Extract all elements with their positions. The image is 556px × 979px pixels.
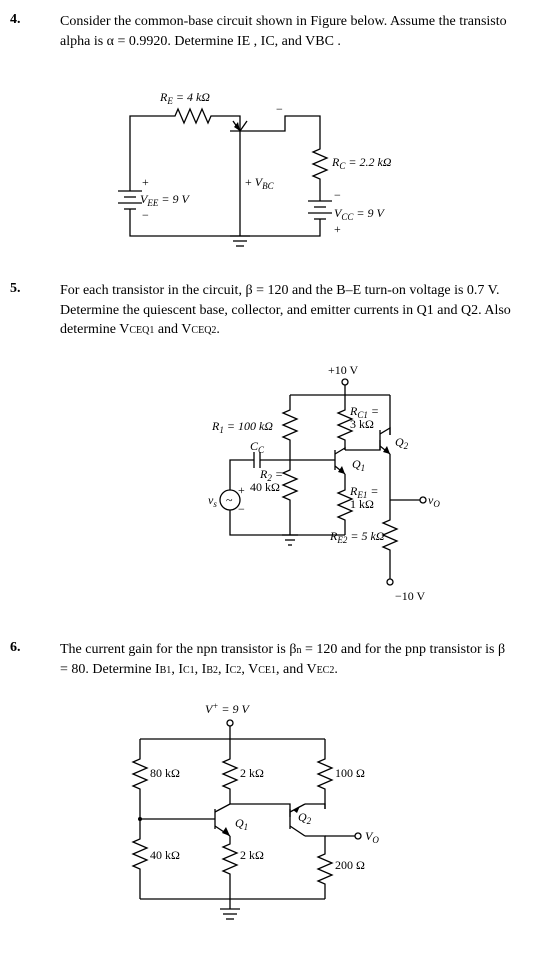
svg-text:R1 = 100 kΩ: R1 = 100 kΩ (211, 419, 273, 435)
svg-text:40 kΩ: 40 kΩ (150, 848, 180, 862)
svg-text:VCC = 9 V: VCC = 9 V (334, 206, 385, 222)
problem-6: 6. The current gain for the npn transist… (10, 640, 546, 679)
svg-text:40 kΩ: 40 kΩ (250, 480, 280, 494)
problem-text: For each transistor in the circuit, β = … (60, 281, 546, 340)
figure-6: V+ = 9 V 80 kΩ 2 kΩ 100 Ω Q1 Q2 VO (90, 699, 546, 929)
text-line: determine VCEQ1 and VCEQ2. (60, 322, 220, 337)
svg-text:~: ~ (226, 493, 233, 507)
svg-text:Q1: Q1 (352, 457, 365, 473)
svg-text:Q1: Q1 (235, 816, 248, 832)
problem-number: 6. (10, 640, 60, 679)
svg-text:1 kΩ: 1 kΩ (350, 497, 374, 511)
problem-text: Consider the common-base circuit shown i… (60, 12, 546, 51)
svg-text:vs: vs (208, 493, 217, 509)
figure-5: +10 V R1 = 100 kΩ RC1 = 3 kΩ Q1 Q2 RE1 =… (90, 360, 546, 620)
svg-text:RE2 = 5 kΩ: RE2 = 5 kΩ (329, 529, 385, 545)
svg-text:Q2: Q2 (298, 810, 312, 826)
svg-text:200 Ω: 200 Ω (335, 858, 365, 872)
svg-text:3 kΩ: 3 kΩ (350, 417, 374, 431)
text-line: The current gain for the npn transistor … (60, 642, 505, 657)
problem-number: 4. (10, 12, 60, 51)
svg-text:CC: CC (250, 439, 265, 455)
svg-text:Q2: Q2 (395, 435, 409, 451)
svg-text:vO: vO (428, 493, 440, 509)
text-line: Determine the quiescent base, collector,… (60, 303, 511, 318)
svg-text:−10 V: −10 V (395, 589, 426, 603)
svg-text:V+ = 9 V: V+ = 9 V (205, 701, 251, 716)
svg-text:+: + (334, 222, 341, 236)
svg-text:−: − (276, 102, 283, 116)
svg-text:2 kΩ: 2 kΩ (240, 848, 264, 862)
svg-text:2 kΩ: 2 kΩ (240, 766, 264, 780)
text-line: Consider the common-base circuit shown i… (60, 14, 507, 29)
svg-text:RC = 2.2 kΩ: RC = 2.2 kΩ (331, 155, 392, 171)
text-line: For each transistor in the circuit, β = … (60, 283, 499, 298)
svg-text:+: + (142, 175, 149, 189)
svg-text:VEE = 9 V: VEE = 9 V (140, 192, 190, 208)
svg-text:−: − (142, 208, 149, 222)
svg-text:100 Ω: 100 Ω (335, 766, 365, 780)
problem-number: 5. (10, 281, 60, 340)
text-line: = 80. Determine IB1, IC1, IB2, IC2, VCE1… (60, 662, 338, 677)
svg-text:−: − (238, 502, 245, 516)
svg-text:−: − (334, 188, 341, 202)
svg-text:VO: VO (365, 829, 379, 845)
text-line: alpha is α = 0.9920. Determine IE , IC, … (60, 34, 341, 49)
svg-text:80 kΩ: 80 kΩ (150, 766, 180, 780)
svg-text:+ VBC: + VBC (245, 175, 275, 191)
problem-4: 4. Consider the common-base circuit show… (10, 12, 546, 51)
problem-text: The current gain for the npn transistor … (60, 640, 546, 679)
svg-text:+10 V: +10 V (328, 363, 359, 377)
problem-5: 5. For each transistor in the circuit, β… (10, 281, 546, 340)
svg-text:RE = 4 kΩ: RE = 4 kΩ (159, 90, 210, 106)
figure-4: RE = 4 kΩ + − VEE = 9 V − + VBC RC (90, 71, 546, 261)
svg-text:+: + (238, 483, 245, 497)
